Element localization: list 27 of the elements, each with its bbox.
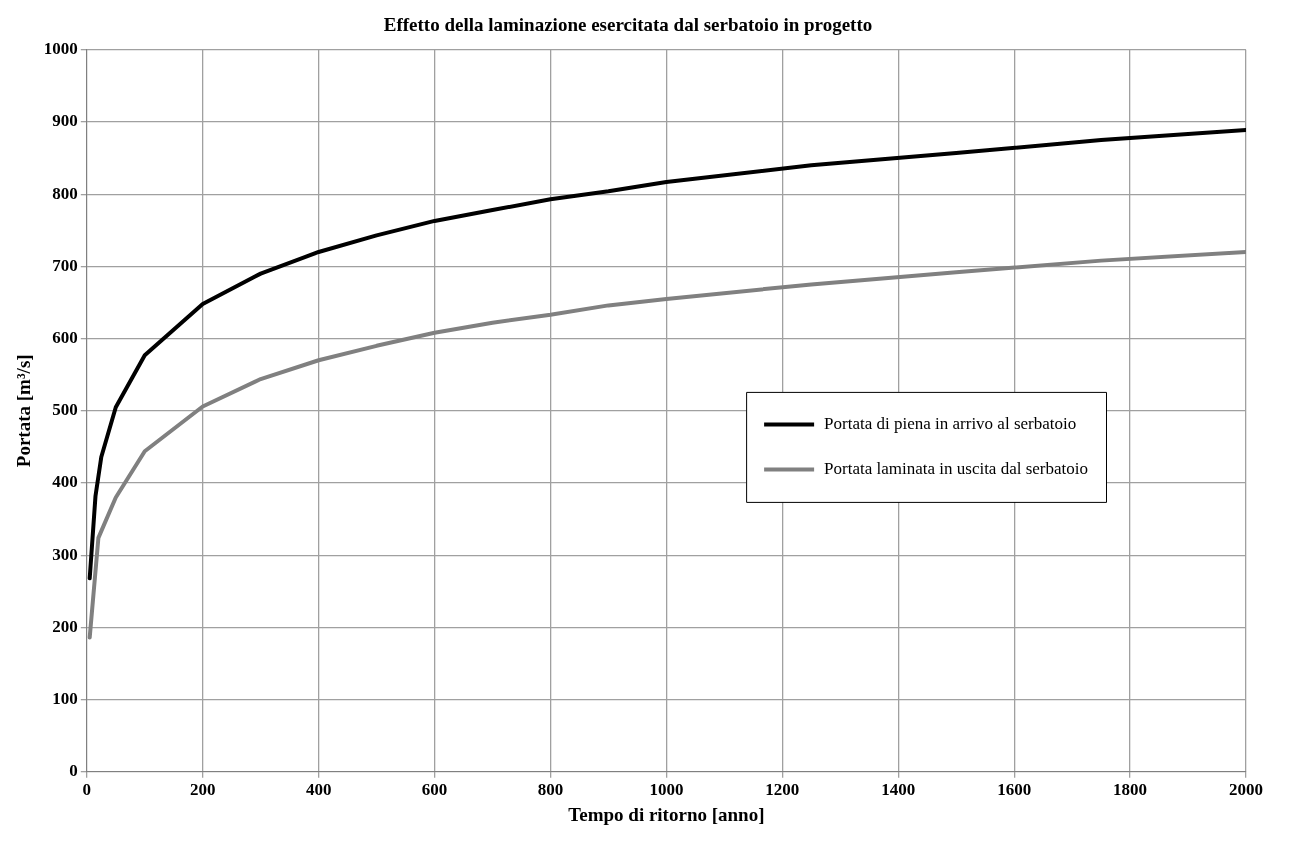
y-tick-label: 900 <box>52 111 78 131</box>
y-tick-label: 200 <box>52 616 78 636</box>
x-tick-label: 1400 <box>881 780 916 800</box>
y-tick-label: 500 <box>52 400 78 420</box>
x-tick-label: 1200 <box>765 780 800 800</box>
x-tick-label: 1000 <box>649 780 684 800</box>
x-tick-label: 200 <box>189 780 216 800</box>
y-tick-label: 0 <box>69 761 78 781</box>
x-tick-label: 0 <box>82 780 92 800</box>
legend-label: Portata laminata in uscita dal serbatoio <box>824 458 1088 478</box>
legend-label: Portata di piena in arrivo al serbatoio <box>824 413 1077 433</box>
y-axis-title: Portata [m³/s] <box>13 354 35 468</box>
x-tick-label: 800 <box>537 780 564 800</box>
x-tick-label: 400 <box>305 780 332 800</box>
y-tick-label: 800 <box>52 183 78 203</box>
x-tick-label: 1600 <box>997 780 1032 800</box>
x-tick-label: 600 <box>421 780 448 800</box>
y-tick-label: 300 <box>52 544 78 564</box>
y-tick-label: 700 <box>52 255 78 275</box>
y-tick-label: 100 <box>52 688 78 708</box>
y-tick-label: 400 <box>52 472 78 492</box>
chart-title: Effetto della laminazione esercitata dal serbatoio in progetto <box>383 14 873 36</box>
x-tick-label: 2000 <box>1229 780 1263 800</box>
x-tick-label: 1800 <box>1113 780 1148 800</box>
y-tick-label: 1000 <box>43 39 78 59</box>
y-tick-label: 600 <box>52 327 78 347</box>
x-axis-title: Tempo di ritorno [anno] <box>568 803 765 825</box>
